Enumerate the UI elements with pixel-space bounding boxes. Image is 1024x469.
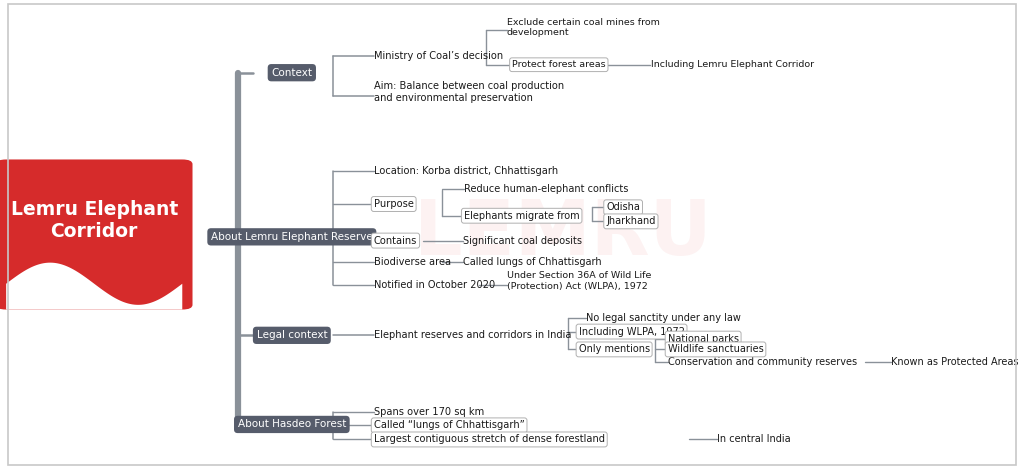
Text: Significant coal deposits: Significant coal deposits (463, 235, 582, 246)
Text: Notified in October 2020: Notified in October 2020 (374, 280, 495, 290)
Text: LEMRU: LEMRU (415, 197, 712, 272)
Text: About Lemru Elephant Reserve: About Lemru Elephant Reserve (211, 232, 373, 242)
Text: Ministry of Coal’s decision: Ministry of Coal’s decision (374, 51, 503, 61)
Text: Contains: Contains (374, 235, 417, 246)
Text: Biodiverse area: Biodiverse area (374, 257, 451, 267)
Text: Called lungs of Chhattisgarh: Called lungs of Chhattisgarh (463, 257, 601, 267)
Text: Location: Korba district, Chhattisgarh: Location: Korba district, Chhattisgarh (374, 166, 558, 176)
Text: Wildlife sanctuaries: Wildlife sanctuaries (668, 344, 764, 355)
Text: Only mentions: Only mentions (579, 344, 649, 355)
Text: Conservation and community reserves: Conservation and community reserves (668, 357, 857, 367)
Text: Lemru Elephant
Corridor: Lemru Elephant Corridor (10, 200, 178, 241)
Text: Known as Protected Areas: Known as Protected Areas (891, 357, 1019, 367)
Text: Context: Context (271, 68, 312, 78)
Text: Exclude certain coal mines from
development: Exclude certain coal mines from developm… (507, 17, 659, 37)
Text: Protect forest areas: Protect forest areas (512, 60, 605, 69)
Text: Purpose: Purpose (374, 199, 414, 209)
Text: Jharkhand: Jharkhand (606, 216, 655, 227)
Text: Elephants migrate from: Elephants migrate from (464, 211, 580, 221)
Text: Under Section 36A of Wild Life
(Protection) Act (WLPA), 1972: Under Section 36A of Wild Life (Protecti… (507, 271, 651, 291)
Text: Reduce human-elephant conflicts: Reduce human-elephant conflicts (464, 184, 629, 194)
Text: Odisha: Odisha (606, 202, 640, 212)
Text: Aim: Balance between coal production
and environmental preservation: Aim: Balance between coal production and… (374, 81, 564, 103)
Polygon shape (6, 263, 182, 310)
FancyBboxPatch shape (0, 159, 193, 310)
Text: Elephant reserves and corridors in India: Elephant reserves and corridors in India (374, 330, 571, 340)
Text: Including WLPA, 1972: Including WLPA, 1972 (579, 326, 685, 337)
Text: Legal context: Legal context (257, 330, 327, 340)
Text: About Hasdeo Forest: About Hasdeo Forest (238, 419, 346, 430)
Text: Largest contiguous stretch of dense forestland: Largest contiguous stretch of dense fore… (374, 434, 605, 445)
Text: Called “lungs of Chhattisgarh”: Called “lungs of Chhattisgarh” (374, 420, 524, 431)
Text: Including Lemru Elephant Corridor: Including Lemru Elephant Corridor (651, 60, 814, 69)
Text: In central India: In central India (717, 434, 791, 445)
Text: Spans over 170 sq km: Spans over 170 sq km (374, 407, 484, 417)
Text: No legal sanctity under any law: No legal sanctity under any law (586, 312, 740, 323)
Text: National parks: National parks (668, 333, 738, 344)
